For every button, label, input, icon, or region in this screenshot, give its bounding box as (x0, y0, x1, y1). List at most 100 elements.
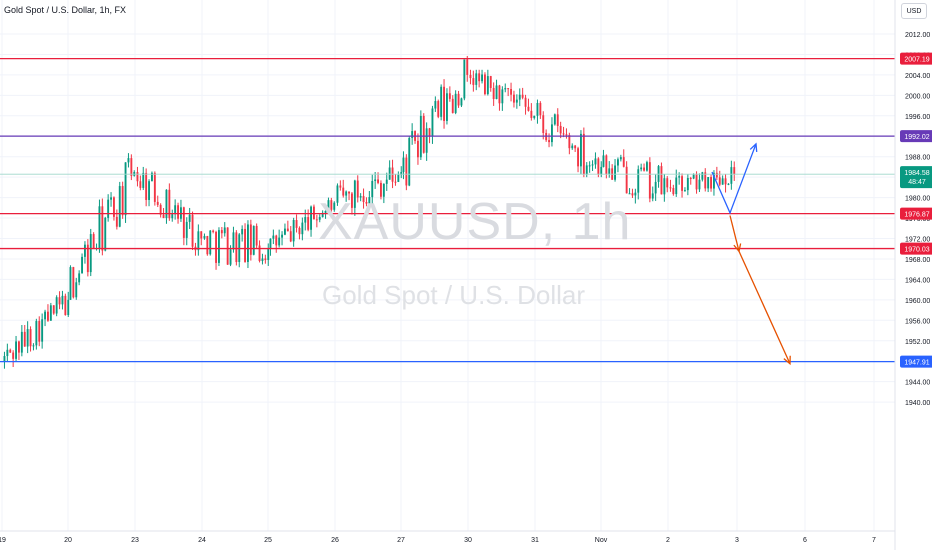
time-tick-label: 24 (198, 537, 206, 544)
candle-body (684, 190, 686, 192)
candle-body (67, 299, 70, 316)
time-tick-label: 31 (531, 537, 539, 544)
candle-body (197, 231, 200, 251)
candle-body (574, 145, 577, 149)
candle-body (23, 331, 26, 347)
arrow-head (783, 355, 791, 366)
candle-body (466, 59, 469, 75)
candle-body (156, 201, 159, 205)
time-tick-label: 19 (0, 537, 6, 544)
candle-body (41, 319, 44, 342)
candle-body (301, 222, 304, 235)
candle-body (377, 179, 379, 183)
candle-body (724, 178, 727, 185)
candle-body (29, 329, 32, 347)
time-tick-label: 20 (64, 537, 72, 544)
candle-body (524, 97, 527, 107)
candle-body (58, 297, 61, 305)
candle-body (121, 186, 124, 216)
candle-body (324, 211, 327, 213)
candle-body (191, 214, 194, 247)
current-price-badge (900, 166, 932, 189)
projection-path[interactable] (738, 251, 791, 365)
candle-body (605, 155, 608, 174)
candle-body (18, 341, 20, 353)
candle-body (69, 267, 72, 300)
candle-body (428, 128, 431, 136)
time-tick-label: 30 (464, 537, 472, 544)
candle-body (675, 177, 678, 195)
candle-body (162, 214, 165, 219)
candle-body (159, 204, 162, 215)
candle-body (206, 236, 209, 255)
candle-body (232, 232, 235, 250)
candle-body (86, 244, 89, 273)
candle-body (81, 256, 83, 274)
candle-body (55, 297, 58, 314)
candle-body (440, 86, 443, 117)
candle-body (215, 231, 217, 263)
candle-body (495, 85, 498, 99)
candle-body (634, 192, 637, 196)
candle-body (686, 178, 689, 191)
candle-body (272, 235, 275, 239)
candle-body (315, 219, 318, 221)
price-tick-label: 1972.00 (905, 237, 930, 244)
grid-lines (0, 0, 895, 531)
candle-body (235, 232, 238, 263)
candle-body (707, 177, 710, 189)
time-axis[interactable]: 19 20 23 24 25 26 27 30 31 Nov 2 3 6 7 (0, 537, 876, 544)
candle-body (484, 74, 486, 95)
time-tick-label: 27 (397, 537, 405, 544)
candle-body (26, 329, 29, 347)
chart-title: Gold Spot / U.S. Dollar, 1h, FX (4, 5, 127, 15)
candle-body (631, 193, 634, 196)
candle-body (241, 228, 244, 235)
candle-body (356, 180, 359, 198)
horizontal-levels[interactable] (0, 57, 895, 363)
candle-body (269, 238, 272, 249)
candle-body (98, 206, 101, 248)
candle-body (617, 159, 619, 166)
candle-body (12, 352, 15, 359)
candle-body (651, 193, 654, 199)
projection-path[interactable] (711, 143, 757, 215)
candle-body (425, 128, 428, 153)
candle-body (577, 148, 579, 167)
candle-body (463, 59, 466, 99)
candle-body (654, 181, 657, 194)
price-tick-label: 1996.00 (905, 114, 930, 121)
candle-body (727, 183, 730, 185)
candle-body (244, 228, 246, 262)
candle-body (489, 76, 492, 88)
time-tick-label: 25 (264, 537, 272, 544)
candle-body (431, 108, 434, 136)
candle-body (507, 88, 510, 90)
candle-body (553, 114, 556, 125)
candle-body (533, 115, 536, 118)
candle-body (153, 172, 156, 202)
price-badges: 2007.19 1992.02 1976.87 1970.03 1947.91 1984.… (900, 52, 932, 368)
candle-body (362, 196, 365, 203)
candle-body (209, 230, 212, 255)
candle-body (692, 174, 695, 179)
candle-body (247, 224, 249, 262)
currency-button[interactable]: USD (901, 3, 927, 19)
projection-path[interactable] (729, 215, 740, 252)
level-badge (900, 355, 932, 368)
price-tick-label: 1956.00 (905, 318, 930, 325)
projection-arrows[interactable] (711, 142, 791, 366)
candle-body (521, 94, 524, 98)
candle-body (124, 162, 127, 216)
candle-body (278, 237, 281, 246)
candle-body (472, 78, 475, 85)
candle-body (267, 248, 270, 260)
candle-body (177, 205, 179, 219)
candle-body (457, 93, 460, 106)
candle-body (536, 102, 539, 116)
watermark-description: Gold Spot / U.S. Dollar (322, 280, 585, 310)
candle-body (348, 191, 350, 194)
candle-body (556, 114, 559, 126)
